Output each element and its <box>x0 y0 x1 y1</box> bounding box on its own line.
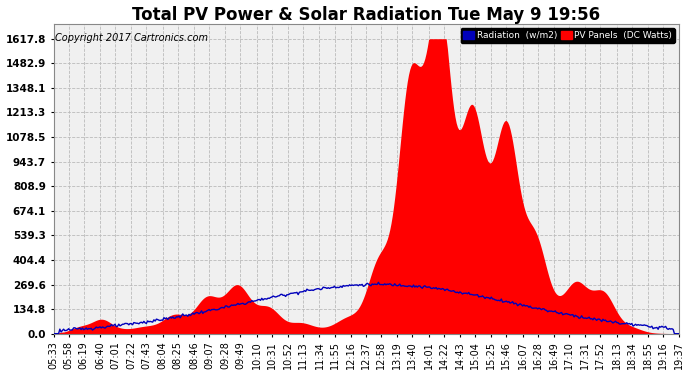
Title: Total PV Power & Solar Radiation Tue May 9 19:56: Total PV Power & Solar Radiation Tue May… <box>132 6 600 24</box>
Legend: Radiation  (w/m2), PV Panels  (DC Watts): Radiation (w/m2), PV Panels (DC Watts) <box>460 28 675 43</box>
Text: Copyright 2017 Cartronics.com: Copyright 2017 Cartronics.com <box>55 33 208 43</box>
